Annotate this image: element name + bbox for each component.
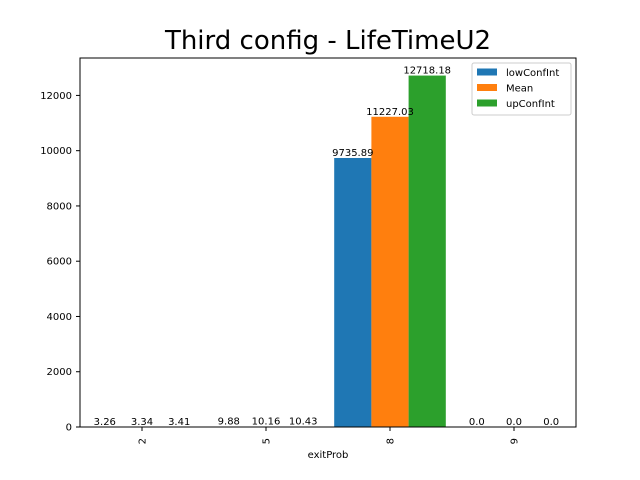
y-tick-label: 10000 (40, 146, 72, 157)
x-tick-label: 2 (138, 438, 149, 444)
x-axis-ticks: 2 5 8 9 (138, 427, 521, 444)
x-tick-label: 9 (510, 438, 521, 444)
data-label-upConfInt-9: 0.0 (543, 417, 559, 428)
legend-label-upConfInt: upConfInt (506, 99, 555, 110)
data-label-lowConfInt-2: 3.26 (94, 417, 116, 428)
data-label-upConfInt-8: 12718.18 (403, 66, 451, 77)
x-tick-label: 8 (386, 438, 397, 444)
y-tick-label: 8000 (47, 201, 72, 212)
plot-frame (79, 57, 577, 428)
data-label-lowConfInt-8: 9735.89 (332, 148, 373, 159)
legend-swatch-lowConfInt (477, 68, 497, 76)
y-tick-label: 0 (66, 423, 72, 434)
legend: lowConfInt Mean upConfInt (471, 62, 572, 116)
legend-swatch-Mean (477, 84, 497, 91)
legend-label-Mean: Mean (506, 84, 533, 95)
bar-upConfInt-8 (408, 75, 446, 427)
legend-label-lowConfInt: lowConfInt (506, 68, 559, 79)
data-label-Mean-9: 0.0 (506, 417, 522, 428)
y-tick-label: 6000 (47, 257, 72, 268)
data-label-lowConfInt-9: 0.0 (469, 417, 485, 428)
data-label-upConfInt-5: 10.43 (289, 417, 318, 428)
bars-group (86, 75, 446, 428)
data-label-Mean-8: 11227.03 (366, 107, 414, 118)
data-label-lowConfInt-5: 9.88 (218, 417, 240, 428)
data-label-Mean-5: 10.16 (252, 417, 281, 428)
bar-lowConfInt-8 (334, 157, 372, 428)
y-tick-label: 2000 (47, 367, 72, 378)
y-tick-label: 12000 (40, 91, 72, 102)
bar-Mean-8 (371, 116, 409, 428)
chart-title: Third config - LifeTimeU2 (164, 26, 491, 56)
data-label-Mean-2: 3.34 (131, 417, 153, 428)
x-tick-label: 5 (262, 438, 273, 444)
y-tick-label: 4000 (47, 312, 72, 323)
x-axis-label: exitProb (308, 450, 349, 461)
data-labels-group: 3.26 9.88 9735.89 0.0 3.34 10.16 11227.03 0.0 3.… (94, 66, 559, 428)
legend-swatch-upConfInt (477, 99, 497, 107)
y-axis-ticks: 0 2000 4000 6000 8000 10000 12000 (40, 91, 80, 434)
data-label-upConfInt-2: 3.41 (168, 417, 190, 428)
